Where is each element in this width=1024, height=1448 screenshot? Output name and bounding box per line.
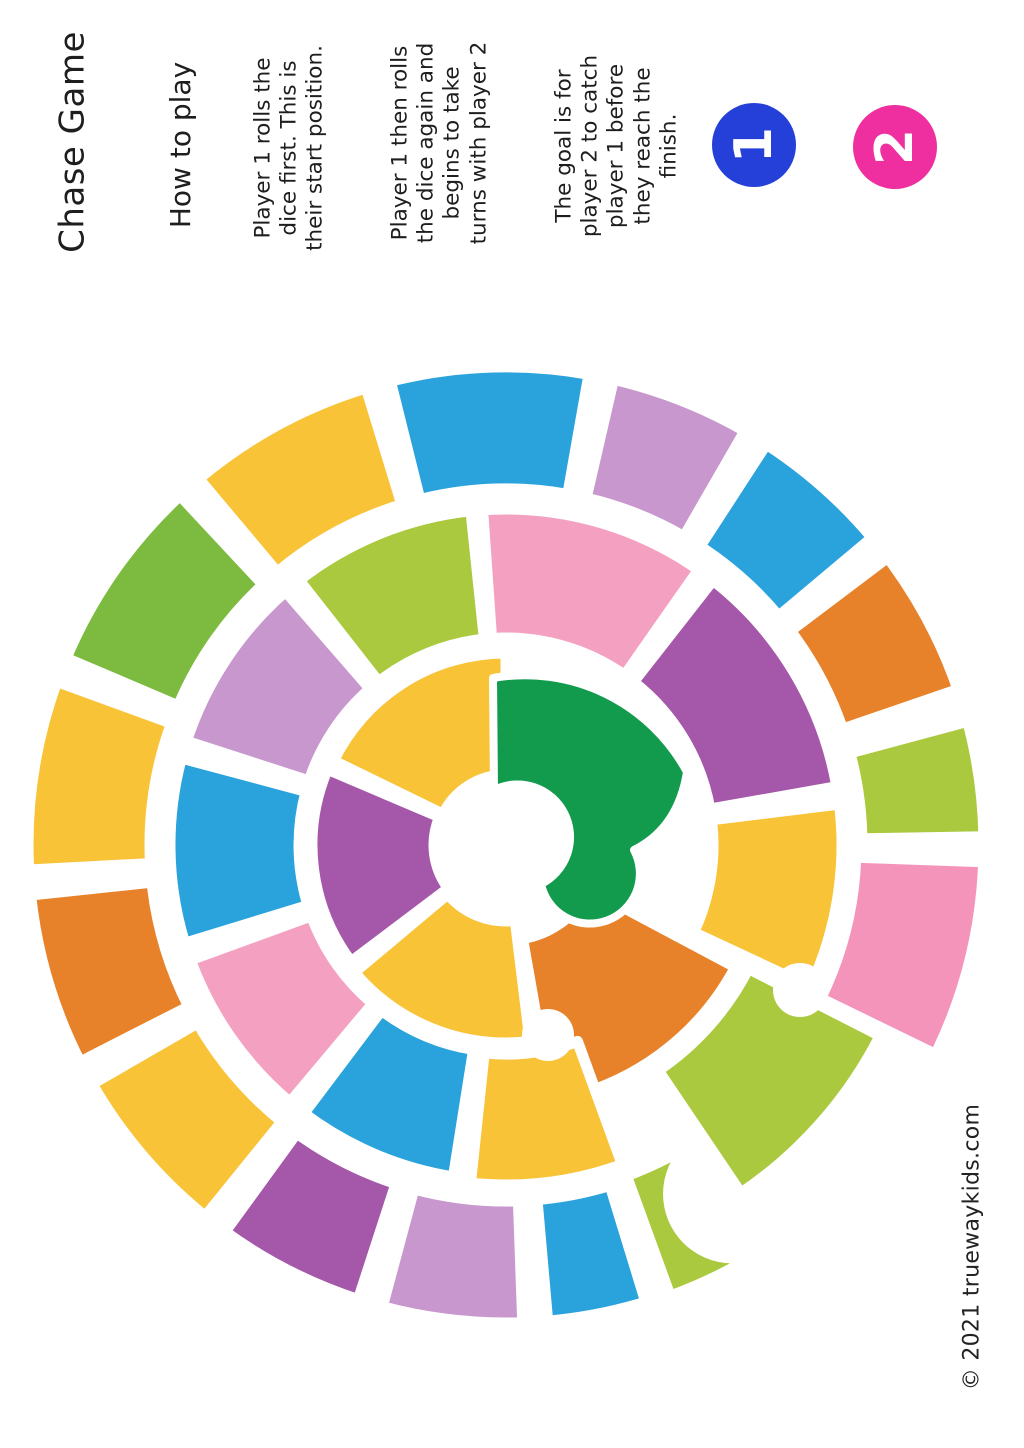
board-cell-turn2-yellow-a (688, 798, 848, 993)
board-cell-turn3-lilac-b (376, 1183, 529, 1329)
board-cell-turn3-purple (219, 1127, 402, 1306)
board-cell-turn3-blue-a (694, 438, 878, 622)
player-2-badge: 2 (853, 105, 937, 189)
board-cell-turn2-yellow-b (465, 1035, 628, 1191)
board-cell-turn3-orange-a (784, 551, 964, 735)
board-cell-turn1-purple (306, 763, 454, 968)
board-cell-turn2-blue-b (298, 1004, 480, 1183)
board-cell-turn3-pink-big (815, 851, 990, 1060)
board-cell-turn3-grass (60, 489, 269, 712)
board-cell-finish-space (489, 671, 691, 928)
board-cell-turn3-yellow-a (193, 382, 408, 578)
channel-end-notch-1 (522, 1009, 574, 1061)
board-cell-turn3-lilac-a (580, 373, 751, 543)
board-cell-turn2-blue-a (164, 752, 314, 949)
board-cell-start-space (620, 1134, 773, 1302)
board-cell-turn2-lilac (180, 585, 376, 787)
board-cell-turn3-orange-b (25, 876, 195, 1068)
board-cell-turn2-lime-tall (652, 963, 886, 1199)
copyright: © 2021 truewaykids.com (959, 1103, 985, 1391)
board-cell-turn2-pink-a (477, 503, 705, 681)
board-cell-turn1-yellow-a (327, 647, 512, 820)
board-cell-turn3-lime (844, 715, 990, 845)
board-cell-turn1-yellow-b (348, 888, 536, 1049)
board-cell-turn2-purple (627, 574, 843, 815)
board-cell-turn3-blue-c (531, 1179, 652, 1327)
board-cell-turn3-blue-b (384, 361, 595, 506)
player-1-badge: 1 (712, 103, 796, 187)
board-cell-turn2-pink-b (184, 910, 379, 1108)
board-cell-turn2-lime (293, 505, 490, 688)
board-center-hole (455, 794, 557, 896)
board-cell-turn3-yellow-b (22, 676, 177, 876)
channel-end-notch-2 (773, 963, 827, 1017)
board-cell-turn3-yellow-c (86, 1017, 288, 1222)
